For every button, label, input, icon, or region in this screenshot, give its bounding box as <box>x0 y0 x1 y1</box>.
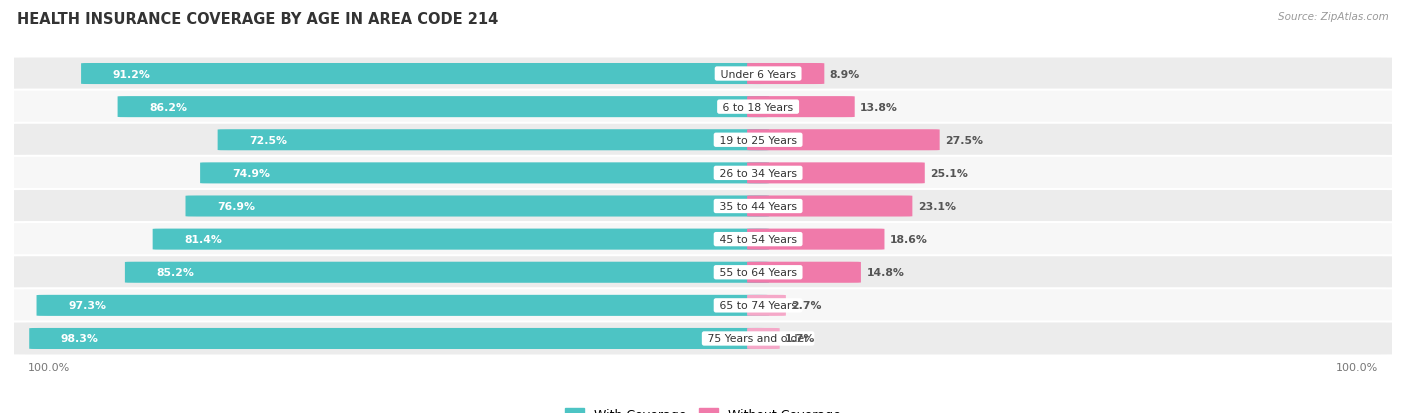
Text: 35 to 44 Years: 35 to 44 Years <box>716 202 800 211</box>
Text: 1.7%: 1.7% <box>785 334 815 344</box>
FancyBboxPatch shape <box>7 57 1399 91</box>
FancyBboxPatch shape <box>7 289 1399 323</box>
Text: 75 Years and older: 75 Years and older <box>704 334 813 344</box>
FancyBboxPatch shape <box>747 295 786 316</box>
FancyBboxPatch shape <box>218 130 769 151</box>
Text: 27.5%: 27.5% <box>945 135 983 145</box>
FancyBboxPatch shape <box>7 256 1399 290</box>
FancyBboxPatch shape <box>118 97 769 118</box>
Text: 45 to 54 Years: 45 to 54 Years <box>716 235 800 244</box>
Text: 81.4%: 81.4% <box>184 235 222 244</box>
FancyBboxPatch shape <box>7 190 1399 223</box>
Text: 6 to 18 Years: 6 to 18 Years <box>720 102 797 112</box>
Text: Source: ZipAtlas.com: Source: ZipAtlas.com <box>1278 12 1389 22</box>
Text: 23.1%: 23.1% <box>918 202 956 211</box>
Text: 26 to 34 Years: 26 to 34 Years <box>716 169 800 178</box>
Text: 91.2%: 91.2% <box>112 69 150 79</box>
Text: 2.7%: 2.7% <box>792 301 823 311</box>
FancyBboxPatch shape <box>747 328 780 349</box>
Legend: With Coverage, Without Coverage: With Coverage, Without Coverage <box>561 404 845 413</box>
Text: 100.0%: 100.0% <box>28 363 70 373</box>
FancyBboxPatch shape <box>747 130 939 151</box>
FancyBboxPatch shape <box>747 97 855 118</box>
FancyBboxPatch shape <box>747 163 925 184</box>
FancyBboxPatch shape <box>7 223 1399 256</box>
FancyBboxPatch shape <box>30 328 769 349</box>
FancyBboxPatch shape <box>125 262 769 283</box>
Text: 97.3%: 97.3% <box>69 301 107 311</box>
Text: 14.8%: 14.8% <box>866 268 904 278</box>
Text: 86.2%: 86.2% <box>149 102 187 112</box>
Text: 13.8%: 13.8% <box>860 102 898 112</box>
FancyBboxPatch shape <box>37 295 769 316</box>
FancyBboxPatch shape <box>153 229 769 250</box>
FancyBboxPatch shape <box>7 322 1399 356</box>
FancyBboxPatch shape <box>747 196 912 217</box>
FancyBboxPatch shape <box>7 90 1399 124</box>
FancyBboxPatch shape <box>747 64 824 85</box>
Text: HEALTH INSURANCE COVERAGE BY AGE IN AREA CODE 214: HEALTH INSURANCE COVERAGE BY AGE IN AREA… <box>17 12 498 27</box>
Text: 19 to 25 Years: 19 to 25 Years <box>716 135 800 145</box>
FancyBboxPatch shape <box>82 64 769 85</box>
Text: 72.5%: 72.5% <box>249 135 287 145</box>
FancyBboxPatch shape <box>747 262 860 283</box>
FancyBboxPatch shape <box>186 196 769 217</box>
FancyBboxPatch shape <box>7 123 1399 157</box>
Text: 18.6%: 18.6% <box>890 235 928 244</box>
FancyBboxPatch shape <box>747 229 884 250</box>
Text: 8.9%: 8.9% <box>830 69 860 79</box>
Text: 85.2%: 85.2% <box>156 268 194 278</box>
Text: 76.9%: 76.9% <box>217 202 256 211</box>
FancyBboxPatch shape <box>200 163 769 184</box>
Text: 100.0%: 100.0% <box>1336 363 1378 373</box>
Text: 65 to 74 Years: 65 to 74 Years <box>716 301 800 311</box>
FancyBboxPatch shape <box>7 157 1399 190</box>
Text: Under 6 Years: Under 6 Years <box>717 69 800 79</box>
Text: 98.3%: 98.3% <box>60 334 98 344</box>
Text: 74.9%: 74.9% <box>232 169 270 178</box>
Text: 25.1%: 25.1% <box>931 169 969 178</box>
Text: 55 to 64 Years: 55 to 64 Years <box>716 268 800 278</box>
